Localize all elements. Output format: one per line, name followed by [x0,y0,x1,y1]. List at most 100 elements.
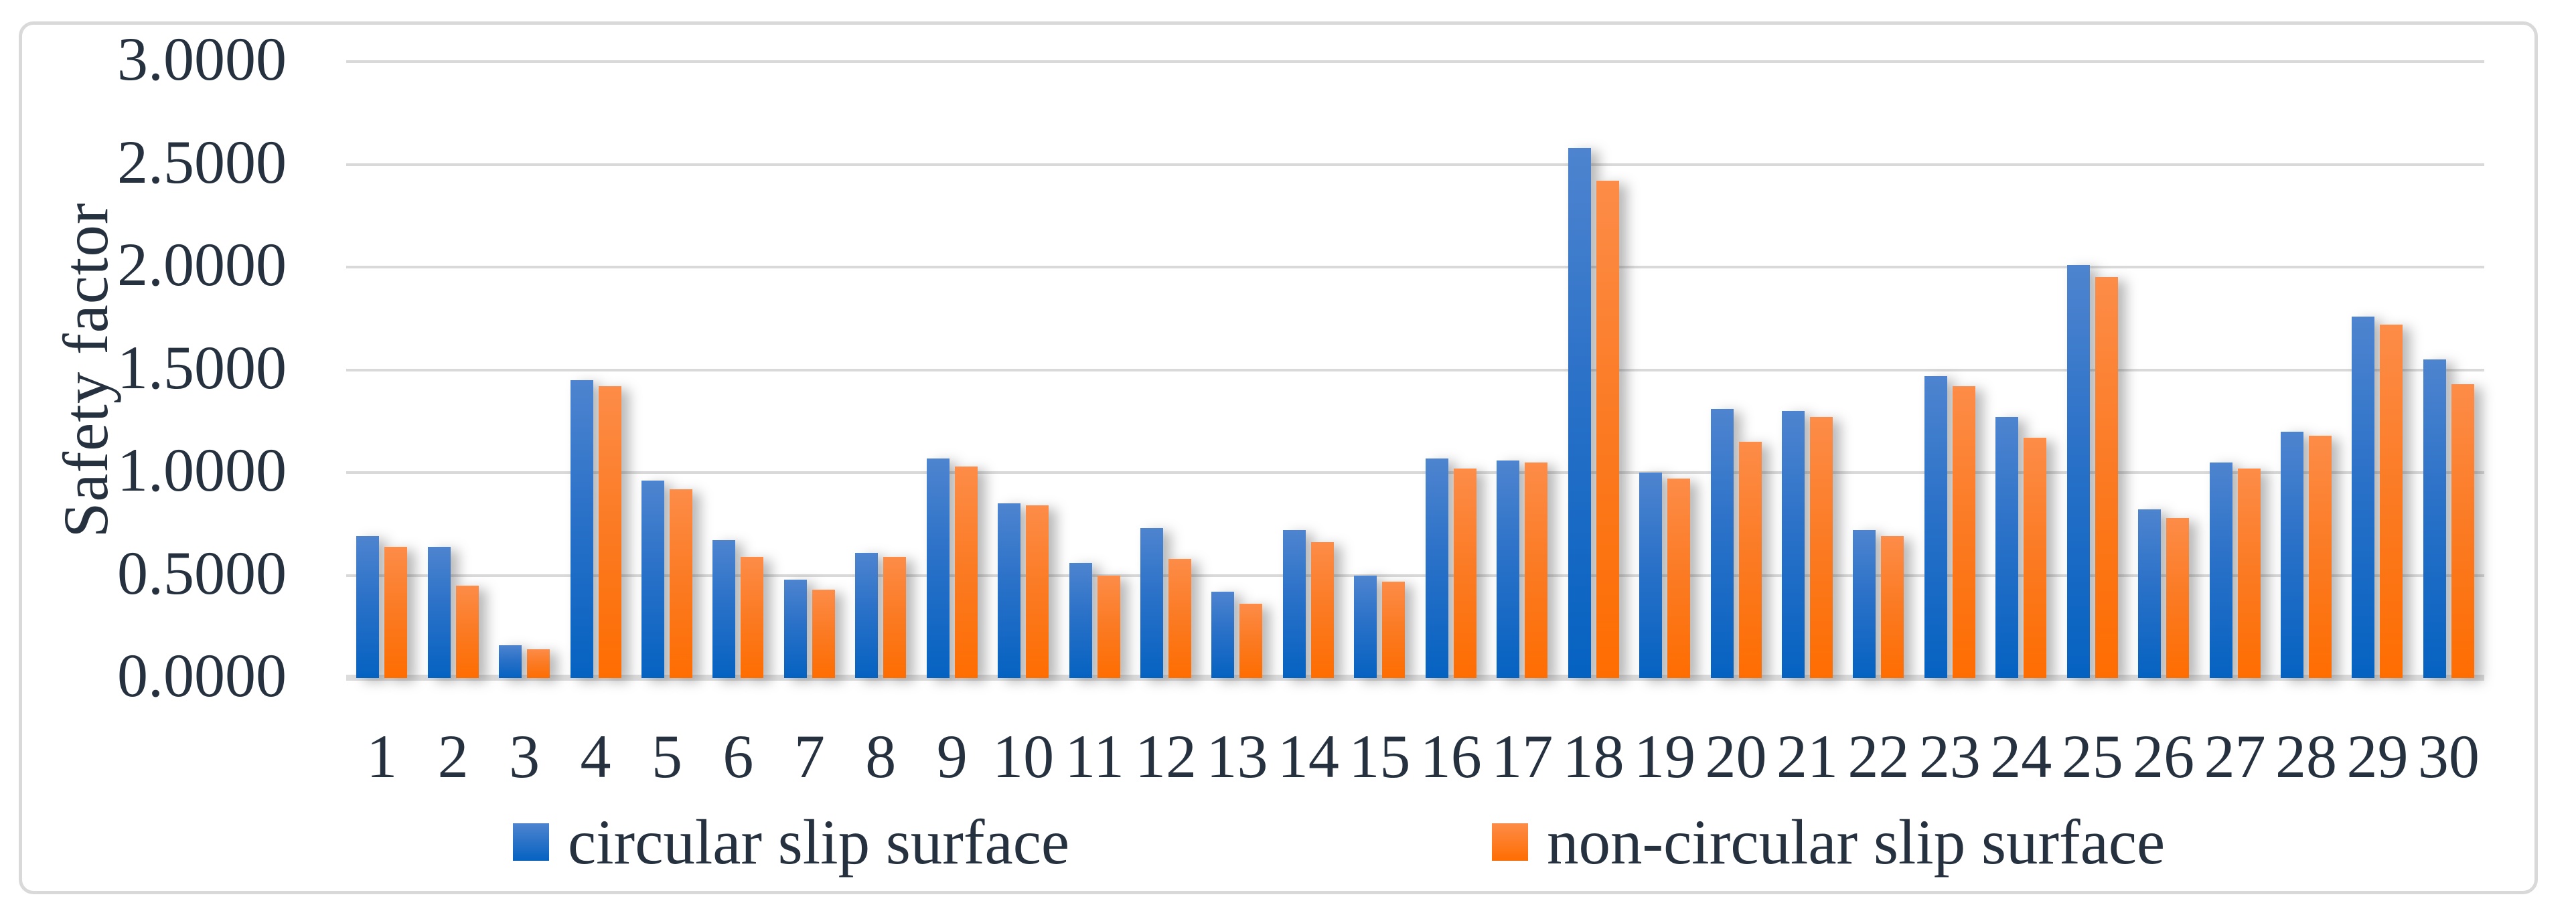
bar-circular-5 [641,481,664,678]
bar-circular-9 [926,458,950,678]
bar-group-6 [702,62,773,678]
bar-group-27 [2199,62,2270,678]
y-tick-label: 2.5000 [117,127,287,196]
bar-group-20 [1700,62,1771,678]
bar-group-13 [1201,62,1272,678]
x-tick-label-10: 10 [992,722,1055,790]
x-tick-label-14: 14 [1277,722,1339,790]
bar-circular-4 [570,380,593,678]
bar-group-17 [1487,62,1558,678]
bar-non-circular-22 [1881,536,1904,678]
bar-circular-18 [1568,147,1591,678]
bar-circular-26 [2138,509,2162,678]
bar-circular-24 [1995,417,2019,678]
y-tick-label: 1.0000 [117,435,287,504]
bar-group-8 [845,62,916,678]
x-tick-label-1: 1 [366,722,398,790]
bar-circular-14 [1282,529,1306,678]
bar-circular-27 [2209,462,2232,678]
x-axis-tick-labels: 1 2 3 4 5 6 7 8 9 10 11 12 13 14 15 16 17 18 19 20 21 22 23 24 2… [346,723,2484,790]
bar-group-24 [1985,62,2056,678]
bar-group-19 [1629,62,1700,678]
bar-non-circular-10 [1026,505,1049,678]
bar-circular-25 [2066,264,2090,678]
bar-non-circular-25 [2095,277,2118,678]
bar-non-circular-8 [883,556,907,678]
bar-non-circular-9 [954,466,978,678]
y-tick-label: 3.0000 [117,24,287,93]
x-axis-line [346,675,2484,681]
bar-circular-16 [1425,458,1448,678]
bar-group-7 [774,62,845,678]
x-tick-label-3: 3 [509,722,540,790]
bar-group-29 [2342,62,2413,678]
bar-circular-3 [499,645,522,678]
legend-swatch-non-circular [1492,823,1528,861]
bar-non-circular-19 [1667,479,1691,678]
bar-circular-23 [1924,375,1947,678]
bar-non-circular-4 [598,386,621,678]
bar-circular-20 [1710,408,1734,678]
x-tick-label-25: 25 [2061,722,2123,790]
bar-group-14 [1273,62,1344,678]
x-tick-label-9: 9 [936,722,968,790]
bar-non-circular-11 [1097,575,1120,678]
bar-non-circular-26 [2166,517,2190,678]
x-tick-label-26: 26 [2133,722,2195,790]
bar-group-10 [988,62,1059,678]
bar-non-circular-6 [741,556,764,678]
bar-circular-30 [2423,359,2446,678]
legend-label-circular: circular slip surface [568,807,1070,878]
bar-circular-19 [1639,473,1663,678]
bar-non-circular-20 [1738,441,1762,678]
bar-non-circular-21 [1809,417,1833,678]
bar-circular-13 [1211,592,1235,678]
bar-group-2 [417,62,488,678]
x-tick-label-24: 24 [1990,722,2052,790]
bar-group-16 [1416,62,1487,678]
gridline [346,266,2484,268]
bar-group-28 [2271,62,2342,678]
bar-non-circular-14 [1310,542,1334,678]
bar-non-circular-13 [1239,604,1263,678]
bar-circular-12 [1140,527,1164,678]
bar-circular-11 [1069,563,1092,678]
bar-non-circular-27 [2237,468,2261,678]
x-tick-label-23: 23 [1918,722,1981,790]
bar-circular-28 [2281,431,2304,678]
bar-group-22 [1843,62,1914,678]
bar-non-circular-1 [384,546,408,678]
x-tick-label-20: 20 [1705,722,1767,790]
gridline [346,60,2484,63]
bar-non-circular-12 [1168,558,1192,678]
gridline [346,471,2484,474]
x-tick-label-16: 16 [1420,722,1482,790]
x-tick-label-8: 8 [865,722,897,790]
x-tick-label-28: 28 [2275,722,2338,790]
x-tick-label-7: 7 [793,722,825,790]
bar-circular-8 [855,552,879,678]
chart-frame [19,21,2538,894]
bar-circular-10 [998,503,1021,678]
plot-area [346,60,2484,681]
bar-non-circular-15 [1382,581,1406,678]
x-tick-label-29: 29 [2346,722,2409,790]
x-tick-label-2: 2 [437,722,469,790]
x-tick-label-13: 13 [1206,722,1268,790]
bar-non-circular-24 [2024,437,2047,678]
x-tick-label-30: 30 [2417,722,2480,790]
bar-circular-2 [427,546,451,678]
x-tick-label-12: 12 [1135,722,1197,790]
bar-group-30 [2413,62,2484,678]
bar-non-circular-2 [455,585,479,678]
x-tick-label-15: 15 [1349,722,1411,790]
x-tick-label-17: 17 [1491,722,1554,790]
legend-label-non-circular: non-circular slip surface [1547,807,2166,878]
x-tick-label-22: 22 [1847,722,1910,790]
bar-circular-21 [1781,410,1805,678]
bar-circular-17 [1497,460,1520,678]
bar-circular-15 [1354,575,1377,678]
bar-group-25 [2057,62,2128,678]
bar-non-circular-30 [2451,384,2474,678]
